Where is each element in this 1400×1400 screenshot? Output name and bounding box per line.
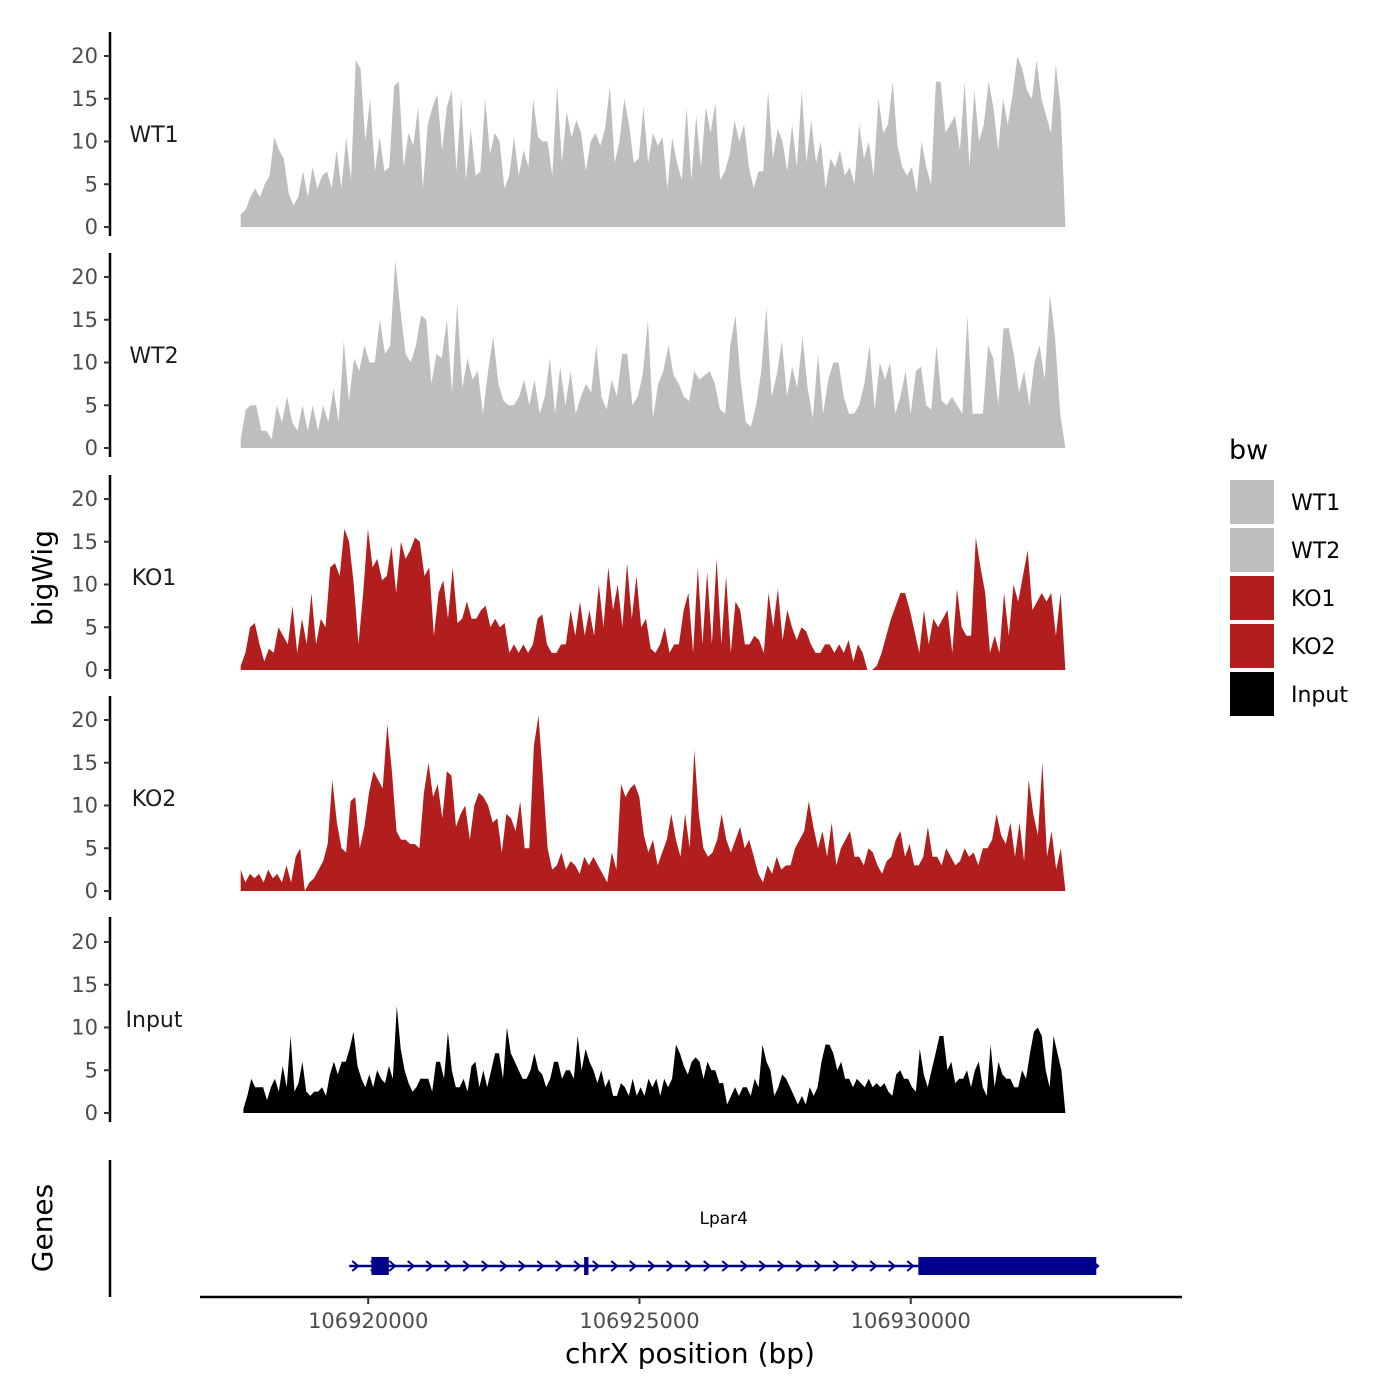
strand-chevron bbox=[869, 1260, 878, 1272]
y-tick-label: 10 bbox=[71, 351, 98, 375]
legend: bw WT1 WT2 KO1 KO2 Input bbox=[1229, 435, 1348, 716]
strand-chevron bbox=[740, 1260, 749, 1272]
y-tick-label: 15 bbox=[71, 308, 98, 332]
strand-chevron bbox=[536, 1260, 545, 1272]
gene-exon bbox=[918, 1257, 1097, 1275]
strand-chevron bbox=[573, 1260, 582, 1272]
track-label-input: Input bbox=[126, 1008, 183, 1033]
legend-label-ko1: KO1 bbox=[1291, 587, 1336, 612]
y-tick-label: 20 bbox=[71, 930, 98, 954]
legend-swatch-ko1 bbox=[1230, 576, 1274, 620]
y-tick-label: 20 bbox=[71, 44, 98, 68]
x-tick-label: 106930000 bbox=[851, 1309, 971, 1333]
strand-chevron bbox=[462, 1260, 471, 1272]
y-tick-label: 5 bbox=[85, 393, 98, 417]
legend-label-wt1: WT1 bbox=[1291, 491, 1340, 516]
legend-label-wt2: WT2 bbox=[1291, 539, 1340, 564]
strand-chevron bbox=[888, 1260, 897, 1272]
y-tick-label: 5 bbox=[85, 1058, 98, 1082]
strand-chevron bbox=[684, 1260, 693, 1272]
genes-panel: Lpar4 bbox=[108, 1160, 1100, 1297]
y-tick-label: 0 bbox=[85, 658, 98, 682]
strand-chevron bbox=[499, 1260, 508, 1272]
y-tick-label: 15 bbox=[71, 751, 98, 775]
x-axis-title: chrX position (bp) bbox=[565, 1337, 815, 1370]
strand-chevron bbox=[703, 1260, 712, 1272]
strand-chevron bbox=[444, 1260, 453, 1272]
track-label-wt1: WT1 bbox=[129, 123, 178, 148]
gene-exon bbox=[371, 1257, 389, 1275]
strand-chevron bbox=[425, 1260, 434, 1272]
track-label-ko2: KO2 bbox=[132, 787, 177, 812]
strand-chevron bbox=[758, 1260, 767, 1272]
legend-title: bw bbox=[1229, 435, 1268, 466]
track-ko1: 0 5 10 15 20 KO1 bbox=[71, 475, 1066, 682]
track-input: 0 5 10 15 20 Input bbox=[71, 917, 1066, 1125]
track-wt2: 0 5 10 15 20 WT2 bbox=[71, 253, 1066, 460]
track-label-wt2: WT2 bbox=[129, 344, 178, 369]
legend-swatch-wt1 bbox=[1230, 480, 1274, 524]
track-label-ko1: KO1 bbox=[132, 566, 177, 591]
track-wt1: 0 5 10 15 20 WT1 bbox=[71, 32, 1066, 239]
y-tick-label: 15 bbox=[71, 973, 98, 997]
y-tick-label: 5 bbox=[85, 836, 98, 860]
area-ko2 bbox=[240, 715, 1066, 891]
y-tick-label: 20 bbox=[71, 708, 98, 732]
strand-chevron bbox=[351, 1260, 360, 1272]
legend-label-input: Input bbox=[1291, 683, 1348, 708]
area-ko1 bbox=[240, 528, 1066, 670]
y-tick-label: 10 bbox=[71, 794, 98, 818]
strand-chevron bbox=[388, 1260, 397, 1272]
strand-chevron bbox=[610, 1260, 619, 1272]
strand-chevron bbox=[629, 1260, 638, 1272]
legend-swatch-input bbox=[1230, 672, 1274, 716]
tracks-layer: 0 5 10 15 20 WT1 0 5 10 15 20 WT2 0 5 10 15 20 KO1 0 5 10 15 2… bbox=[71, 32, 1066, 1125]
strand-chevron bbox=[666, 1260, 675, 1272]
y-tick-label: 5 bbox=[85, 172, 98, 196]
genes-axis-title: Genes bbox=[26, 1184, 59, 1272]
strand-chevron bbox=[592, 1260, 601, 1272]
strand-chevron bbox=[721, 1260, 730, 1272]
strand-chevron bbox=[906, 1260, 915, 1272]
y-tick-label: 10 bbox=[71, 130, 98, 154]
track-ko2: 0 5 10 15 20 KO2 bbox=[71, 696, 1066, 903]
legend-swatch-ko2 bbox=[1230, 624, 1274, 668]
strand-chevron bbox=[795, 1260, 804, 1272]
strand-chevron bbox=[555, 1260, 564, 1272]
y-tick-label: 0 bbox=[85, 436, 98, 460]
y-tick-label: 0 bbox=[85, 215, 98, 239]
y-tick-label: 20 bbox=[71, 487, 98, 511]
strand-chevron bbox=[832, 1260, 841, 1272]
y-tick-label: 5 bbox=[85, 615, 98, 639]
legend-swatch-wt2 bbox=[1230, 528, 1274, 572]
y-tick-label: 15 bbox=[71, 530, 98, 554]
legend-label-ko2: KO2 bbox=[1291, 635, 1336, 660]
gene-label-lpar4: Lpar4 bbox=[699, 1209, 748, 1229]
strand-chevron bbox=[481, 1260, 490, 1272]
strand-chevron bbox=[647, 1260, 656, 1272]
y-axis-title: bigWig bbox=[26, 530, 59, 626]
y-tick-label: 0 bbox=[85, 879, 98, 903]
y-tick-label: 15 bbox=[71, 87, 98, 111]
strand-chevron bbox=[518, 1260, 527, 1272]
x-tick-label: 106920000 bbox=[308, 1309, 428, 1333]
strand-chevron bbox=[407, 1260, 416, 1272]
gene-exon bbox=[584, 1257, 589, 1275]
area-wt1 bbox=[240, 56, 1066, 227]
area-wt2 bbox=[240, 259, 1066, 448]
y-tick-label: 10 bbox=[71, 573, 98, 597]
x-tick-label: 106925000 bbox=[579, 1309, 699, 1333]
y-tick-label: 0 bbox=[85, 1101, 98, 1125]
area-input bbox=[243, 1006, 1066, 1113]
y-tick-label: 10 bbox=[71, 1016, 98, 1040]
strand-chevron bbox=[851, 1260, 860, 1272]
y-tick-label: 20 bbox=[71, 265, 98, 289]
strand-chevron bbox=[814, 1260, 823, 1272]
x-axis: 106920000 106925000 106930000 bbox=[200, 1295, 1182, 1333]
strand-chevron bbox=[777, 1260, 786, 1272]
